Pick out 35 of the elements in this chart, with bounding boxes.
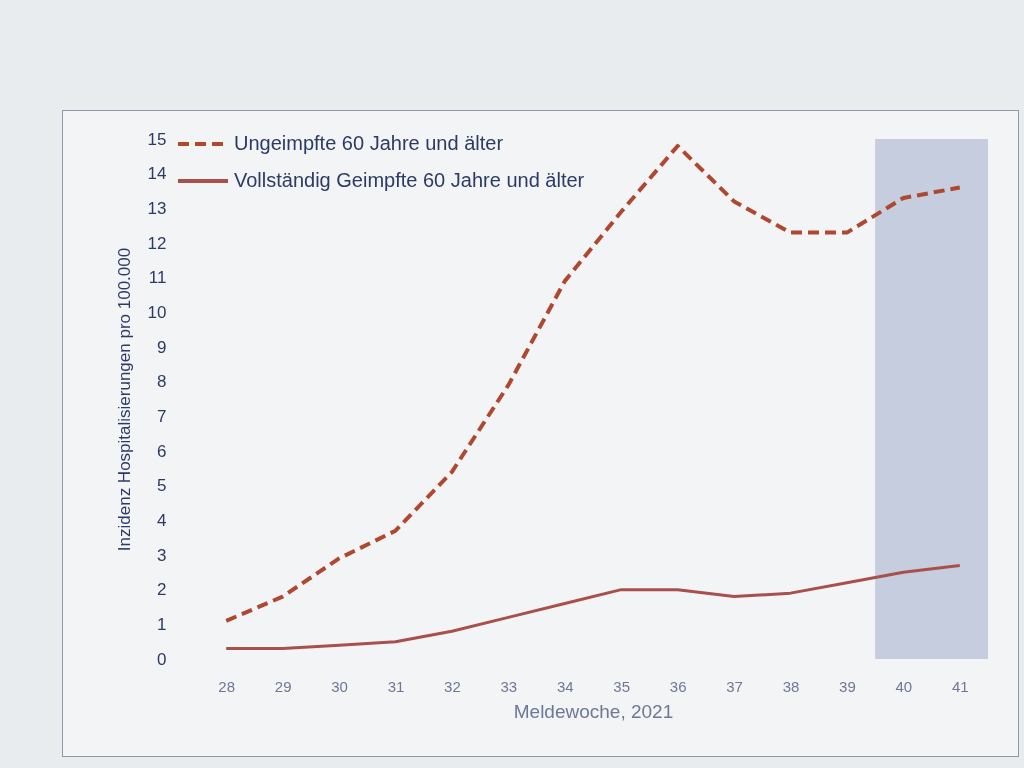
y-tick-label: 9 bbox=[157, 337, 167, 357]
x-tick-label: 31 bbox=[387, 677, 405, 695]
x-tick-label: 37 bbox=[726, 677, 743, 695]
x-tick-label: 28 bbox=[218, 677, 236, 695]
y-tick-label: 1 bbox=[157, 614, 167, 634]
y-axis-title: Inzidenz Hospitalisierungen pro 100.000 bbox=[114, 247, 134, 552]
y-tick-label: 14 bbox=[147, 164, 167, 184]
x-tick-label: 41 bbox=[951, 677, 969, 695]
y-tick-label: 10 bbox=[147, 302, 167, 322]
legend-label: Ungeimpfte 60 Jahre und älter bbox=[234, 132, 504, 154]
y-tick-label: 2 bbox=[157, 580, 167, 600]
y-tick-label: 5 bbox=[157, 476, 167, 496]
x-tick-label: 29 bbox=[274, 677, 292, 695]
line-series bbox=[224, 563, 962, 651]
x-tick-label: 36 bbox=[669, 677, 687, 695]
y-tick-label: 7 bbox=[157, 406, 167, 426]
x-tick-label: 30 bbox=[331, 677, 348, 695]
x-tick-label: 39 bbox=[839, 677, 856, 695]
x-tick-label: 33 bbox=[500, 677, 518, 695]
y-tick-label: 0 bbox=[157, 649, 167, 669]
x-tick-label: 35 bbox=[613, 677, 631, 695]
y-tick-label: 13 bbox=[147, 198, 167, 218]
x-tick-label: 40 bbox=[895, 677, 913, 695]
y-tick-label: 8 bbox=[157, 372, 167, 392]
y-tick-label: 11 bbox=[148, 268, 167, 288]
x-axis-title: Meldewoche, 2021 bbox=[513, 700, 674, 722]
y-tick-label: 3 bbox=[157, 545, 167, 565]
x-tick-label: 32 bbox=[444, 677, 461, 695]
y-tick-label: 15 bbox=[147, 129, 167, 149]
y-tick-label: 4 bbox=[157, 510, 167, 530]
x-tick-label: 38 bbox=[782, 677, 800, 695]
y-tick-label: 12 bbox=[147, 233, 167, 253]
legend-label: Vollständig Geimpfte 60 Jahre und älter bbox=[234, 169, 585, 191]
x-tick-label: 34 bbox=[556, 677, 574, 695]
y-tick-label: 6 bbox=[157, 441, 167, 461]
